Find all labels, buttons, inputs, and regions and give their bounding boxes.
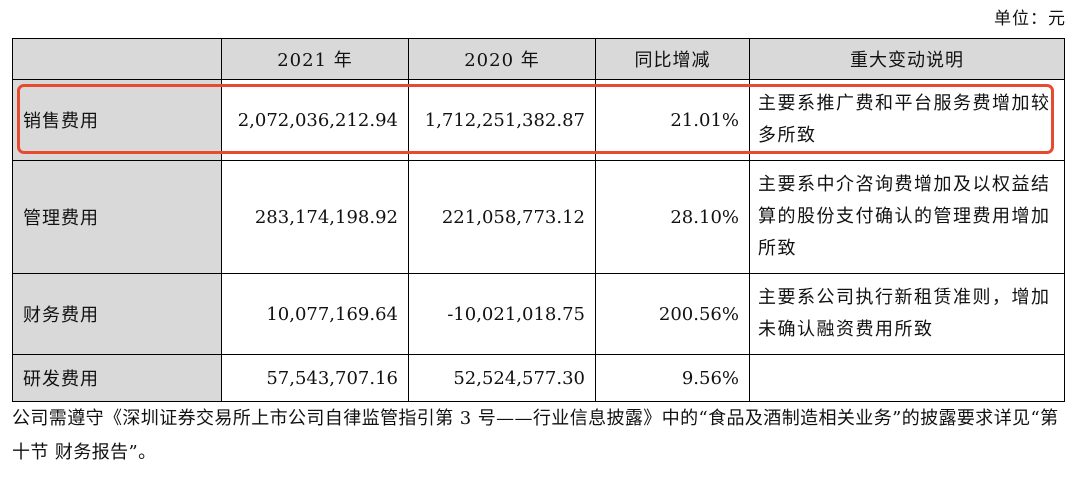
cell-2021: 283,174,198.92 <box>221 160 409 274</box>
table-row: 财务费用 10,077,169.64 -10,021,018.75 200.56… <box>12 273 1065 355</box>
row-label-finance: 财务费用 <box>12 273 222 355</box>
cell-2020: 1,712,251,382.87 <box>408 79 596 161</box>
header-2021: 2021 年 <box>221 38 409 80</box>
table-row: 销售费用 2,072,036,212.94 1,712,251,382.87 2… <box>12 79 1065 161</box>
table-row: 管理费用 283,174,198.92 221,058,773.12 28.10… <box>12 160 1065 274</box>
cell-2020: -10,021,018.75 <box>408 273 596 355</box>
unit-label: 单位：元 <box>994 9 1066 29</box>
header-2020: 2020 年 <box>408 38 596 80</box>
cell-2020: 52,524,577.30 <box>408 354 596 402</box>
cell-2021: 57,543,707.16 <box>221 354 409 402</box>
table-row: 研发费用 57,543,707.16 52,524,577.30 9.56% <box>12 354 1065 402</box>
cell-note: 主要系公司执行新租赁准则，增加未确认融资费用所致 <box>749 273 1065 355</box>
cell-2021: 10,077,169.64 <box>221 273 409 355</box>
row-label-selling: 销售费用 <box>12 79 222 161</box>
cell-note: 主要系中介咨询费增加及以权益结算的股份支付确认的管理费用增加所致 <box>749 160 1065 274</box>
cell-change: 28.10% <box>595 160 750 274</box>
cell-2020: 221,058,773.12 <box>408 160 596 274</box>
cell-note <box>749 354 1065 402</box>
expense-table: 2021 年 2020 年 同比增减 重大变动说明 销售费用 2,072,036… <box>12 38 1065 402</box>
row-label-rnd: 研发费用 <box>12 354 222 402</box>
header-note: 重大变动说明 <box>749 38 1065 80</box>
table-header-row: 2021 年 2020 年 同比增减 重大变动说明 <box>12 38 1065 80</box>
footnote: 公司需遵守《深圳证券交易所上市公司自律监管指引第 3 号——行业信息披露》中的“… <box>12 408 1059 463</box>
cell-change: 21.01% <box>595 79 750 161</box>
row-label-admin: 管理费用 <box>12 160 222 274</box>
header-item <box>12 38 222 80</box>
cell-change: 200.56% <box>595 273 750 355</box>
cell-note: 主要系推广费和平台服务费增加较多所致 <box>749 79 1065 161</box>
cell-change: 9.56% <box>595 354 750 402</box>
cell-2021: 2,072,036,212.94 <box>221 79 409 161</box>
header-change: 同比增减 <box>595 38 750 80</box>
